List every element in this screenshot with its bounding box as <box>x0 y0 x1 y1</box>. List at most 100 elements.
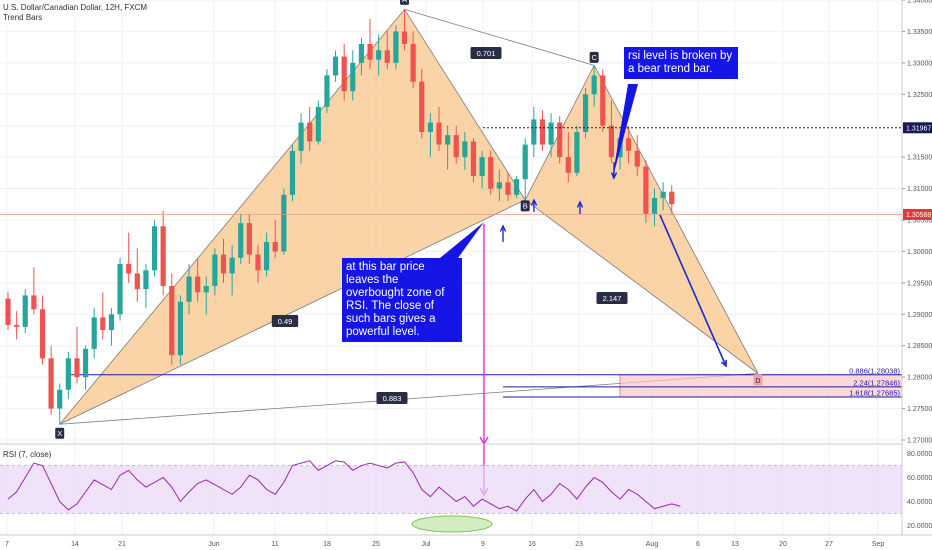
candle-body <box>48 358 54 409</box>
leg-xa <box>59 9 405 425</box>
y-tick-label: 1.27000 <box>907 438 932 445</box>
candle-body <box>195 276 201 293</box>
y-tick-label: 1.33500 <box>907 29 932 36</box>
x-tick-label: 9 <box>481 541 485 548</box>
callout-overbought: at this bar price leaves the overbought … <box>342 258 462 342</box>
up-arrow-head <box>499 224 507 232</box>
candle-body <box>393 31 399 63</box>
rsi-tick-label: 40.0000 <box>907 499 932 506</box>
candle-body <box>341 56 347 92</box>
pattern-triangle-bcd <box>525 65 758 374</box>
candle-body <box>462 141 468 158</box>
candle-body <box>643 166 649 214</box>
rsi-panel <box>0 443 902 533</box>
candle-body <box>565 157 571 173</box>
y-tick-label: 1.30500 <box>907 218 932 225</box>
pattern-point-box <box>753 374 763 386</box>
candle-body <box>22 295 28 327</box>
pattern-point-label: A <box>402 0 407 4</box>
candle-body <box>427 122 433 132</box>
pattern-point-box <box>589 51 599 63</box>
rsi-tick-label: 80.0000 <box>907 451 932 458</box>
price-tag-red-label: 1.30588 <box>906 212 931 219</box>
candle-body <box>410 44 416 82</box>
ratio-label: 0.701 <box>477 49 496 58</box>
ratio-label: 0.49 <box>278 317 293 326</box>
candle-body <box>31 295 37 310</box>
leg-ac <box>404 9 595 66</box>
annotations: X A B C D 0.49 0.701 2.147 0.883 <box>55 0 763 497</box>
candle-body <box>57 389 63 409</box>
y-tick-label: 1.29500 <box>907 280 932 287</box>
x-tick-label: Jul <box>422 541 431 548</box>
chart-title: U.S. Dollar/Canadian Dollar, 12H, FXCM <box>3 3 148 12</box>
candle-body <box>65 358 71 390</box>
x-tick-label: Sep <box>872 541 885 548</box>
candle-body <box>453 135 459 158</box>
ratio-label: 2.147 <box>603 294 622 303</box>
indicator-label: Trend Bars <box>3 13 43 22</box>
x-tick-label: 7 <box>5 541 9 548</box>
candle-body <box>574 132 580 173</box>
projection-arrow <box>659 214 727 367</box>
x-tick-label: 13 <box>731 541 739 548</box>
y-tick-label: 1.34000 <box>907 0 932 5</box>
y-tick-label: 1.32500 <box>907 92 932 99</box>
candles <box>0 9 902 425</box>
candle-body <box>479 157 485 176</box>
fib-label: 2.24(1.27846) <box>853 378 900 387</box>
y-tick-label: 1.27500 <box>907 406 932 413</box>
candle-body <box>307 122 313 142</box>
ratio-label: 0.883 <box>383 394 402 403</box>
candle-body <box>14 324 20 327</box>
x-tick-label: 16 <box>528 541 536 548</box>
up-arrow-head <box>576 200 584 208</box>
candle-body <box>39 309 46 359</box>
x-tick-label: Jun <box>208 541 219 548</box>
candle-body <box>255 254 261 271</box>
y-tick-label: 1.31000 <box>907 186 932 193</box>
candle-body <box>91 317 97 349</box>
candle-body <box>626 138 632 151</box>
candle-body <box>401 31 408 44</box>
x-tick-label: 25 <box>372 541 380 548</box>
leg-cd <box>593 65 759 374</box>
rsi-line <box>7 460 681 512</box>
candle-body <box>272 242 278 252</box>
x-tick-label: 11 <box>271 541 278 548</box>
candle-body <box>246 223 252 255</box>
candle-body <box>264 242 270 271</box>
x-tick-label: 27 <box>825 541 833 548</box>
rsi-band <box>0 465 902 514</box>
fib-label: 1.618(1.27685) <box>849 388 900 397</box>
candle-body <box>238 223 244 258</box>
candle-body <box>229 257 235 274</box>
x-tick-label: 18 <box>323 541 331 548</box>
callout-rsi-broken: rsi level is broken by a bear trend bar. <box>624 47 738 79</box>
candle-body <box>470 141 477 176</box>
y-tick-label: 1.30000 <box>907 249 932 256</box>
candle-body <box>220 254 227 274</box>
candle-body <box>634 150 640 167</box>
y-tick-label: 1.28500 <box>907 343 932 350</box>
ratio-box <box>376 392 408 404</box>
candle-body <box>539 119 546 145</box>
highlight-ellipse <box>411 515 493 533</box>
candle-body <box>74 358 80 378</box>
ratio-box <box>470 47 502 59</box>
candle-body <box>108 314 115 330</box>
projection-arrow-head <box>720 359 728 368</box>
pattern-point-box <box>55 427 65 439</box>
candle-body <box>608 125 614 158</box>
pattern-point-label: C <box>591 53 597 62</box>
down-arrow-head <box>610 172 618 180</box>
candle-body <box>186 276 192 302</box>
candle-body <box>376 50 382 60</box>
candle-body <box>505 182 511 195</box>
candle-body <box>143 270 149 290</box>
candle-body <box>324 75 330 107</box>
x-tick-label: 14 <box>71 541 79 548</box>
candle-body <box>134 273 140 290</box>
candle-body <box>591 75 597 95</box>
fib-label: 0.886(1.28038) <box>849 366 900 375</box>
